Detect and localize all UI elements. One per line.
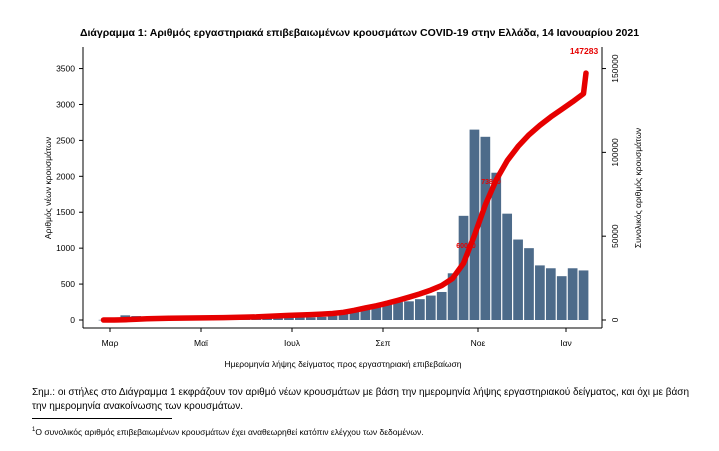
y2-axis-title: Συνολικός αριθμός κρουσμάτων [633,128,643,248]
footnote-text: Ο συνολικός αριθμός επιβεβαιωμένων κρουσ… [35,426,424,437]
bar [567,268,578,320]
bar [491,172,502,320]
bar [316,316,327,320]
footnote: 1Ο συνολικός αριθμός επιβεβαιωμένων κρου… [32,423,424,439]
bar [404,301,414,320]
bar [535,265,545,320]
bar [327,315,338,320]
bar [393,302,403,320]
x-tick-label: Νοε [471,338,486,348]
bar [360,306,371,320]
y-tick-label: 500 [61,279,75,289]
early-total-label: 60000 [456,243,476,250]
y-tick-label: 0 [70,315,75,325]
x-axis-title: Ημερομηνία λήψης δείγματος προς εργαστηρ… [224,359,461,369]
bar [338,312,349,320]
note-text: Σημ.: οι στήλες στο Διάγραμμα 1 εκφράζου… [32,387,690,412]
y2-tick-label: 150000 [610,54,620,83]
footnote-mark: 1 [32,427,36,433]
chart-svg: 0 500 1000 1500 2000 2500 3000 3500 0 50000 10000… [43,46,643,369]
x-tick-label: Ιαν [560,338,572,348]
bar [502,213,513,320]
y-tick-label: 1500 [56,207,75,217]
y-tick-label: 2000 [56,171,75,181]
final-total-label: 147283 [570,46,599,56]
chart-title: Διάγραμμα 1: Αριθμός εργαστηριακά επιβεβ… [79,27,640,39]
bar [545,268,556,320]
cumulative-line [100,70,589,323]
y-tick-label: 3000 [56,99,75,109]
bar [349,308,360,320]
bar [556,276,567,320]
y-axis-title: Αριθμός νέων κρουσμάτων [43,137,53,239]
bar [436,291,447,320]
bar [578,270,589,320]
bar [295,317,305,320]
bar [513,239,523,320]
y2-ticks-group: 0 50000 100000 150000 [602,54,620,322]
bar [524,248,534,320]
bar [447,273,458,320]
axes-group [82,47,603,329]
x-tick-label: Σεπ [376,338,391,348]
y-tick-label: 3500 [56,64,75,74]
footnote-divider [32,418,172,419]
bar [284,317,294,320]
x-tick-label: Μαρ [102,338,119,348]
x-tick-label: Μαϊ [194,338,209,348]
mid-total-label: 73800 [481,179,501,186]
bars-group [98,129,589,321]
bar [425,295,436,320]
bar [371,305,382,320]
y2-tick-label: 100000 [610,138,620,167]
x-tick-label: Ιουλ [284,338,301,348]
y-tick-label: 2500 [56,135,75,145]
y2-tick-label: 0 [610,317,620,322]
bar [382,304,392,320]
y2-tick-label: 50000 [610,224,620,248]
bar [480,136,491,320]
bar [415,299,425,320]
x-ticks-group: Μαρ Μαϊ Ιουλ Σεπ Νοε Ιαν [102,328,572,348]
bar [469,129,480,320]
y-ticks-group: 0 500 1000 1500 2000 2500 3000 3500 [56,64,83,325]
bar [305,317,316,320]
cumulative-line-group [100,70,589,323]
y-tick-label: 1000 [56,243,75,253]
